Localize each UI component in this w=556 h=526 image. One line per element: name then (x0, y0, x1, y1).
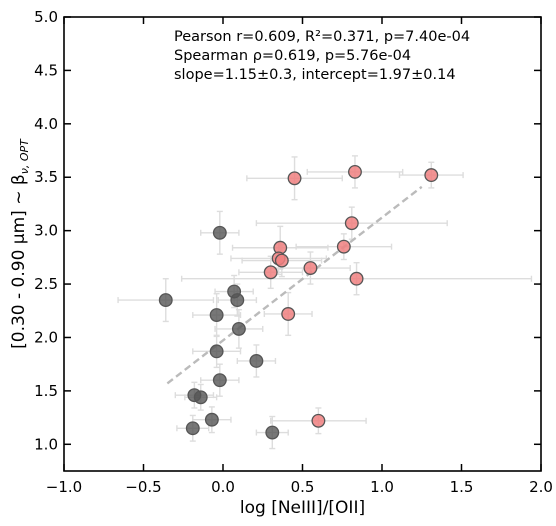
data-point-grey (212, 373, 227, 388)
y-tick-label: 4.5 (34, 61, 58, 79)
x-tick-label: 0.5 (291, 478, 315, 496)
fit-annotation: slope=1.15±0.3, intercept=1.97±0.14 (174, 67, 456, 83)
data-point-red (263, 265, 278, 280)
data-point-grey (209, 344, 224, 359)
data-point-grey (265, 425, 280, 440)
data-point-grey (209, 308, 224, 322)
y-tick-label: 5.0 (34, 8, 58, 26)
data-point-red (349, 271, 364, 286)
data-point-grey (230, 293, 245, 308)
x-tick-label: 1.5 (450, 478, 474, 496)
y-tick-label: 1.5 (34, 382, 58, 400)
plot-marks (117, 155, 533, 450)
y-tick-label: 2.0 (34, 328, 58, 346)
data-point-grey (231, 321, 246, 336)
y-tick-label: 3.5 (34, 168, 58, 186)
y-tick-label: 3.0 (34, 222, 58, 240)
y-axis-label-subscript: ν, OPT (18, 138, 31, 174)
y-tick-label: 2.5 (34, 275, 58, 293)
data-point-grey (193, 390, 208, 405)
data-point-red (311, 413, 326, 428)
data-point-red (336, 239, 351, 254)
y-tick-label: 1.0 (34, 435, 58, 453)
x-axis-label: log [NeIII]/[OII] (240, 498, 365, 518)
x-tick-label: 2.0 (529, 478, 553, 496)
pearson-annotation: Pearson r=0.609, R²=0.371, p=7.40e-04 (174, 29, 470, 45)
data-point-grey (204, 412, 219, 427)
data-point-red (424, 168, 439, 183)
x-tick-label: 0.0 (211, 478, 235, 496)
data-point-grey (185, 421, 200, 436)
x-tick-label: −1.0 (46, 478, 82, 496)
y-tick-label: 4.0 (34, 115, 58, 133)
x-tick-label: 1.0 (370, 478, 394, 496)
data-point-red (344, 216, 359, 231)
data-point-grey (212, 225, 227, 240)
data-point-red (303, 261, 318, 275)
plot-frame (63, 16, 542, 472)
fit-line (166, 185, 423, 385)
data-point-grey (249, 354, 264, 368)
axis-ticks: −1.0 −0.5 0.0 0.5 1.0 1.5 2.0 1.0 1.5 2.0 2.5 3.0 3.… (34, 8, 553, 496)
x-tick-label: −0.5 (125, 478, 161, 496)
y-axis-label-main: [0.30 - 0.90 μm] ~ β (9, 174, 29, 349)
spearman-annotation: Spearman ρ=0.619, p=5.76e-04 (174, 48, 411, 64)
data-point-red (281, 307, 296, 321)
y-axis-label: [0.30 - 0.90 μm] ~ βν, OPT (9, 138, 31, 349)
data-point-grey (158, 293, 173, 308)
data-point-red (287, 171, 302, 186)
data-point-red (274, 253, 289, 268)
data-point-red (348, 164, 362, 179)
